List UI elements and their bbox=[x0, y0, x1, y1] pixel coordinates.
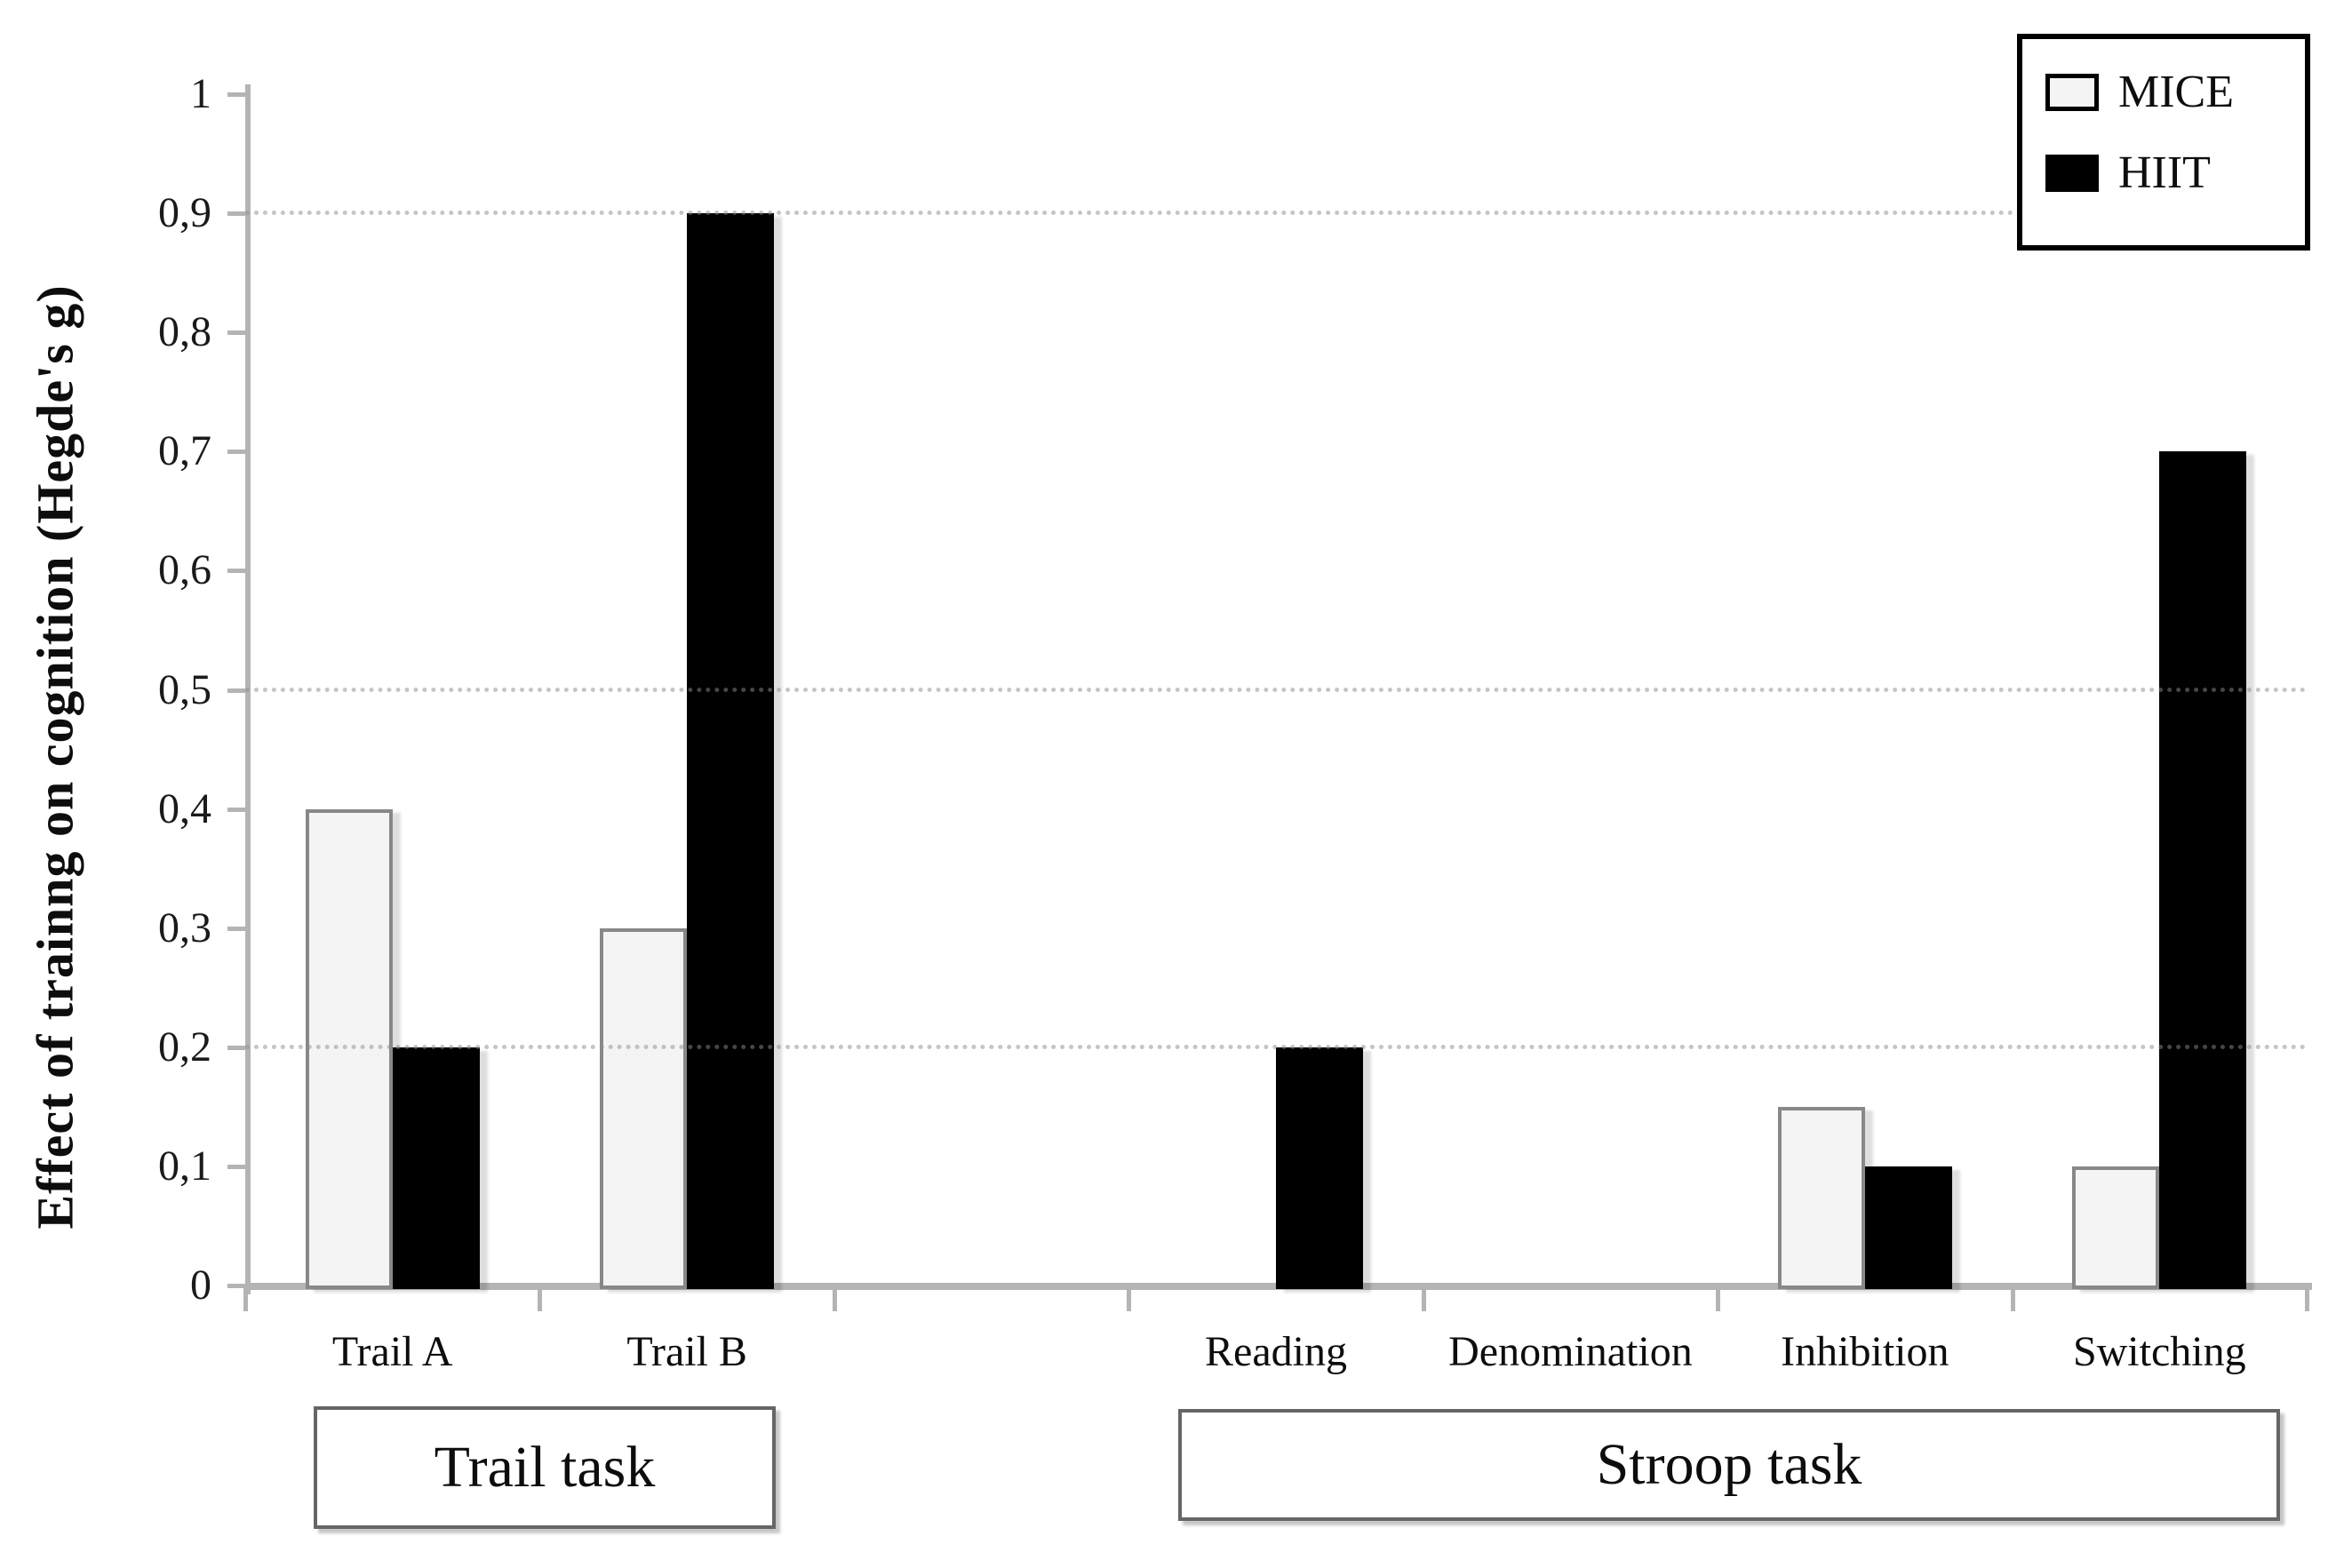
x-tick bbox=[1127, 1288, 1132, 1311]
x-tick bbox=[2305, 1288, 2309, 1311]
legend-label-hiit: HIIT bbox=[2118, 147, 2211, 198]
gridline bbox=[245, 687, 2307, 692]
x-category-label: Trail B bbox=[626, 1328, 747, 1375]
y-tick-label: 0,7 bbox=[158, 427, 211, 475]
x-tick bbox=[1421, 1288, 1426, 1311]
y-tick bbox=[227, 211, 245, 217]
stroop-task-group-box: Stroop task bbox=[1178, 1409, 2280, 1521]
x-category-label: Denomination bbox=[1448, 1328, 1693, 1375]
bar-mice-inhibition bbox=[1777, 1106, 1865, 1289]
y-tick-label: 0,9 bbox=[158, 189, 211, 237]
stroop-task-group-label: Stroop task bbox=[1596, 1432, 1862, 1497]
y-tick bbox=[227, 807, 245, 812]
x-category-label: Trail A bbox=[331, 1328, 453, 1375]
x-tick bbox=[832, 1288, 837, 1311]
bar-hiit-reading bbox=[1276, 1047, 1363, 1289]
gridline bbox=[245, 1044, 2307, 1049]
y-tick bbox=[227, 926, 245, 931]
y-tick bbox=[227, 569, 245, 574]
x-tick bbox=[538, 1288, 543, 1311]
trail-task-group-box: Trail task bbox=[314, 1406, 776, 1529]
x-tick bbox=[243, 1288, 248, 1311]
y-tick bbox=[227, 330, 245, 336]
y-tick bbox=[227, 1284, 245, 1288]
bar-hiit-switching bbox=[2159, 451, 2247, 1289]
y-tick bbox=[227, 450, 245, 455]
gridline bbox=[245, 211, 2307, 216]
y-tick bbox=[227, 688, 245, 693]
y-tick bbox=[227, 1045, 245, 1050]
y-tick-label: 0,1 bbox=[158, 1142, 211, 1190]
legend: MICE HIIT bbox=[2017, 34, 2310, 251]
hiit-swatch-icon bbox=[2045, 154, 2099, 192]
y-tick-label: 0,6 bbox=[158, 546, 211, 594]
y-tick-label: 0,2 bbox=[158, 1023, 211, 1071]
y-tick-label: 0 bbox=[190, 1262, 211, 1309]
bar-hiit-inhibition bbox=[1864, 1166, 1952, 1289]
trail-task-group-label: Trail task bbox=[434, 1435, 656, 1500]
legend-item-mice: MICE bbox=[2045, 66, 2305, 118]
bar-hiit-trail-b bbox=[687, 213, 775, 1289]
y-tick bbox=[227, 1164, 245, 1169]
y-tick-label: 0,8 bbox=[158, 308, 211, 356]
x-tick bbox=[1716, 1288, 1721, 1311]
mice-swatch-icon bbox=[2045, 73, 2099, 111]
legend-item-hiit: HIIT bbox=[2045, 147, 2305, 199]
x-category-label: Inhibition bbox=[1781, 1328, 1949, 1375]
x-tick bbox=[2010, 1288, 2015, 1311]
y-tick bbox=[227, 92, 245, 97]
bar-mice-trail-b bbox=[600, 927, 688, 1289]
y-tick-label: 0,5 bbox=[158, 665, 211, 713]
bar-hiit-trail-a bbox=[392, 1047, 480, 1289]
legend-label-mice: MICE bbox=[2118, 67, 2234, 117]
y-tick-label: 0,3 bbox=[158, 903, 211, 951]
y-tick-label: 1 bbox=[190, 70, 211, 117]
bar-mice-switching bbox=[2072, 1166, 2160, 1289]
y-tick-label: 0,4 bbox=[158, 784, 211, 832]
x-category-label: Switching bbox=[2072, 1328, 2246, 1375]
x-category-label: Reading bbox=[1205, 1328, 1347, 1375]
